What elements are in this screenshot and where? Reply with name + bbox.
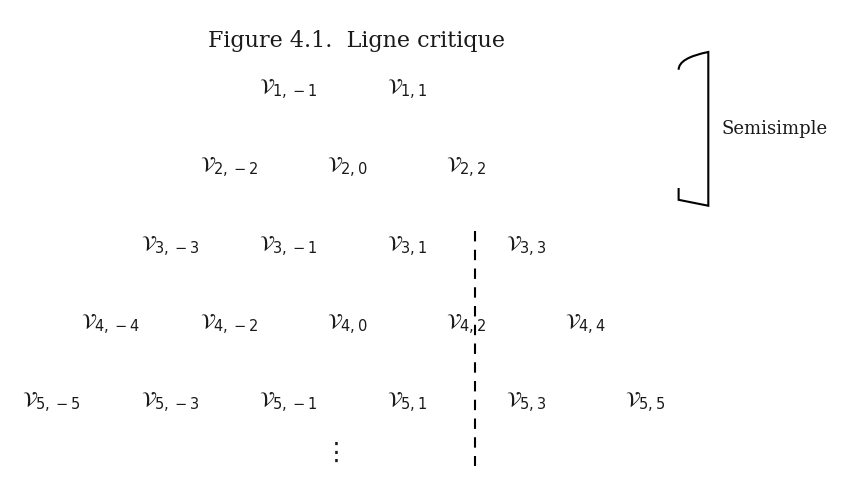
- Text: $\mathcal{V}_{3,-1}$: $\mathcal{V}_{3,-1}$: [259, 235, 317, 258]
- Text: $\mathcal{V}_{4,4}$: $\mathcal{V}_{4,4}$: [565, 313, 605, 337]
- Text: $\mathcal{V}_{3,3}$: $\mathcal{V}_{3,3}$: [506, 235, 546, 258]
- Text: $\mathcal{V}_{5,-5}$: $\mathcal{V}_{5,-5}$: [21, 391, 80, 415]
- Text: $\mathcal{V}_{1,1}$: $\mathcal{V}_{1,1}$: [387, 78, 428, 102]
- Text: $\mathcal{V}_{5,1}$: $\mathcal{V}_{5,1}$: [387, 391, 428, 415]
- Text: $\mathcal{V}_{2,-2}$: $\mathcal{V}_{2,-2}$: [200, 156, 258, 180]
- Text: $\mathcal{V}_{2,0}$: $\mathcal{V}_{2,0}$: [327, 156, 369, 180]
- Text: $\mathcal{V}_{4,-4}$: $\mathcal{V}_{4,-4}$: [81, 313, 139, 337]
- Text: $\mathcal{V}_{5,3}$: $\mathcal{V}_{5,3}$: [506, 391, 546, 415]
- Text: $\mathcal{V}_{4,0}$: $\mathcal{V}_{4,0}$: [327, 313, 369, 337]
- Text: $\mathcal{V}_{5,-3}$: $\mathcal{V}_{5,-3}$: [140, 391, 199, 415]
- Text: $\mathcal{V}_{3,1}$: $\mathcal{V}_{3,1}$: [387, 235, 428, 258]
- Text: $\mathcal{V}_{3,-3}$: $\mathcal{V}_{3,-3}$: [140, 235, 199, 258]
- Text: $\mathcal{V}_{5,-1}$: $\mathcal{V}_{5,-1}$: [259, 391, 317, 415]
- Text: $\mathcal{V}_{1,-1}$: $\mathcal{V}_{1,-1}$: [259, 78, 317, 102]
- Text: $\mathcal{V}_{5,5}$: $\mathcal{V}_{5,5}$: [624, 391, 665, 415]
- Text: $\vdots$: $\vdots$: [323, 441, 339, 465]
- Text: $\mathcal{V}_{2,2}$: $\mathcal{V}_{2,2}$: [446, 156, 486, 180]
- Text: Figure 4.1.  Ligne critique: Figure 4.1. Ligne critique: [208, 30, 504, 52]
- Text: $\mathcal{V}_{4,2}$: $\mathcal{V}_{4,2}$: [446, 313, 486, 337]
- Text: $\mathcal{V}_{4,-2}$: $\mathcal{V}_{4,-2}$: [200, 313, 258, 337]
- Text: Semisimple: Semisimple: [721, 120, 827, 138]
